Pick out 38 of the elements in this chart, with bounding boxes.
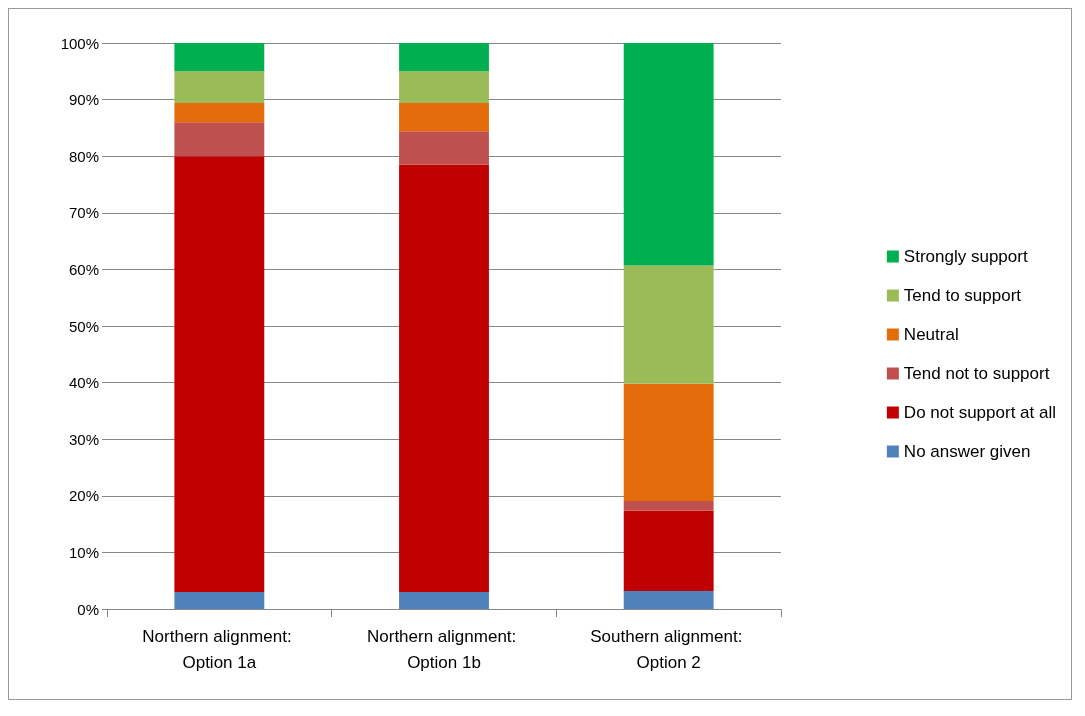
y-tick-label: 90% [68,91,99,109]
bar [174,592,265,609]
bar [623,500,714,511]
bar [174,43,265,72]
y-tick-label: 80% [68,147,99,165]
legend-label: Neutral [903,325,959,344]
bar [623,590,714,609]
bar [174,103,265,123]
legend-label: Do not support at all [903,403,1057,422]
y-tick-label: 100% [60,34,99,52]
x-tick-label: Northern alignment: Option 1a [142,626,297,672]
bar [399,71,489,103]
legend-label: No answer given [903,442,1031,461]
bar [399,103,489,132]
bar [623,510,714,591]
y-tick-label: 30% [68,430,99,448]
legend-label: Tend to support [903,286,1022,305]
bar [399,592,489,609]
bar [399,43,489,72]
x-tick-label: Northern alignment: Option 1b [366,626,522,672]
bar [174,71,265,103]
y-tick-label: 20% [68,487,99,505]
x-tick-label: Southern alignment: Option 2 [590,626,748,672]
y-tick-label: 50% [68,317,99,335]
bar [623,265,714,384]
bar [399,164,489,593]
bar [399,131,489,165]
y-tick-label: 70% [68,204,99,222]
y-tick-label: 0% [77,600,99,618]
y-tick-label: 10% [68,543,99,561]
bar [623,383,714,501]
y-tick-label: 60% [68,260,99,278]
y-tick-label: 40% [68,374,99,392]
legend-label: Tend not to support [903,364,1050,383]
legend-label: Strongly support [903,247,1028,266]
bar [174,122,265,157]
bar [174,156,265,593]
bar [623,43,714,266]
